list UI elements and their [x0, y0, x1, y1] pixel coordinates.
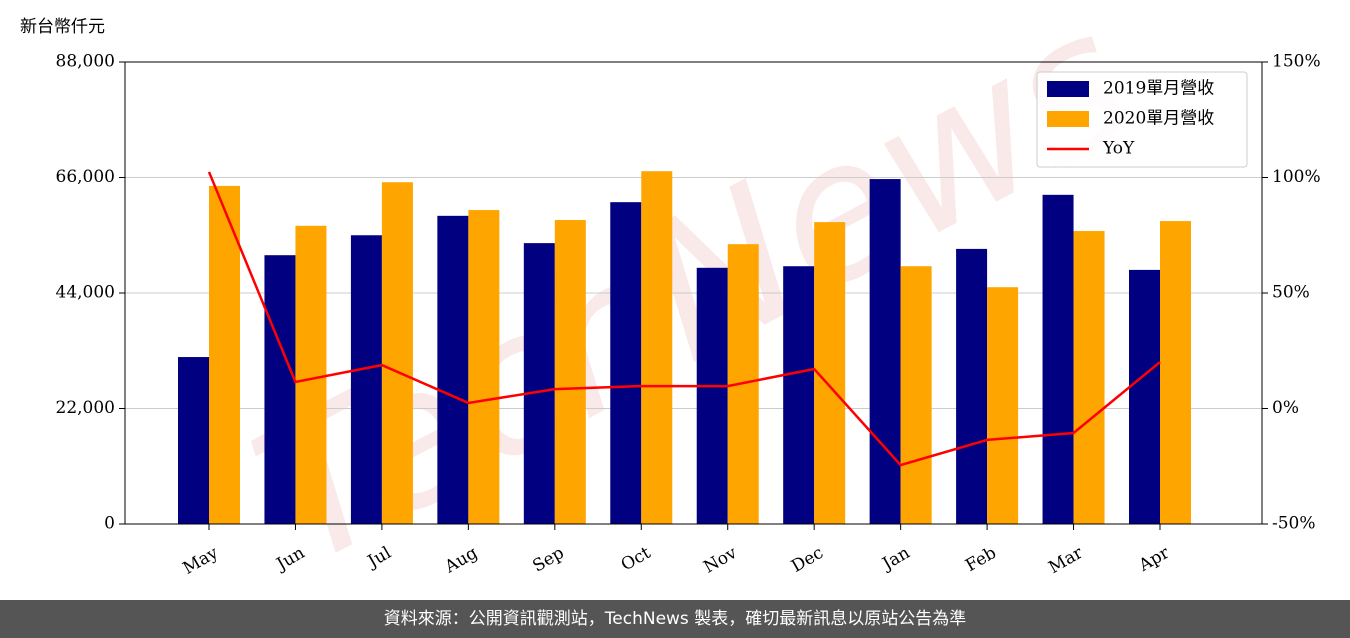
bar	[523, 243, 555, 524]
bar	[696, 267, 728, 524]
bar	[437, 215, 469, 524]
source-note: 資料來源：公開資訊觀測站，TechNews 製表，確切最新訊息以原站公告為準	[384, 609, 966, 629]
bar	[900, 266, 932, 524]
bar	[554, 220, 586, 524]
legend-swatch	[1047, 111, 1089, 127]
bar	[987, 287, 1019, 524]
x-tick-label: Sep	[529, 543, 567, 577]
x-tick-label: Nov	[700, 543, 740, 578]
y-tick-label: 88,000	[56, 52, 115, 72]
legend-label: 2020單月營收	[1103, 109, 1214, 129]
bar	[1073, 231, 1105, 525]
x-tick-label: Aug	[441, 543, 482, 578]
legend-box	[1036, 71, 1248, 168]
y-tick-label: 22,000	[56, 398, 115, 418]
y-tick-label: 66,000	[56, 167, 115, 187]
bar	[869, 179, 901, 524]
bar	[178, 357, 209, 524]
bar	[641, 171, 673, 524]
bar	[783, 266, 815, 524]
legend-label: YoY	[1102, 139, 1135, 159]
y2-tick-label: 150%	[1272, 52, 1321, 72]
bar	[468, 210, 500, 525]
y2-tick-label: 100%	[1272, 167, 1321, 187]
y-axis-label: 新台幣仟元	[20, 17, 105, 37]
bar	[264, 255, 296, 524]
y-tick-label: 0	[104, 514, 115, 534]
y2-tick-label: 50%	[1272, 283, 1310, 303]
legend-swatch	[1047, 81, 1089, 97]
y2-tick-label: -50%	[1272, 514, 1316, 534]
x-tick-label: Apr	[1135, 542, 1174, 576]
line	[207, 171, 1161, 467]
bar	[1129, 269, 1160, 524]
bar	[1160, 221, 1191, 524]
footer-bar	[0, 600, 1350, 638]
legend-label: 2019單月營收	[1103, 79, 1214, 99]
y2-tick-label: 0%	[1272, 398, 1299, 418]
y-tick-label: 44,000	[56, 283, 115, 303]
plot-frame	[124, 61, 1263, 525]
x-tick-label: Mar	[1045, 542, 1087, 578]
bar	[1042, 194, 1074, 524]
bar	[381, 182, 413, 524]
bar	[209, 185, 240, 524]
x-tick-label: May	[180, 543, 223, 579]
x-tick-label: Oct	[618, 543, 654, 576]
bar	[956, 248, 988, 524]
bar	[610, 202, 642, 525]
x-tick-label: Jan	[877, 543, 913, 575]
x-tick-label: Feb	[962, 543, 1000, 576]
bar	[295, 225, 327, 525]
x-tick-label: Dec	[788, 543, 827, 577]
bar	[350, 235, 382, 524]
